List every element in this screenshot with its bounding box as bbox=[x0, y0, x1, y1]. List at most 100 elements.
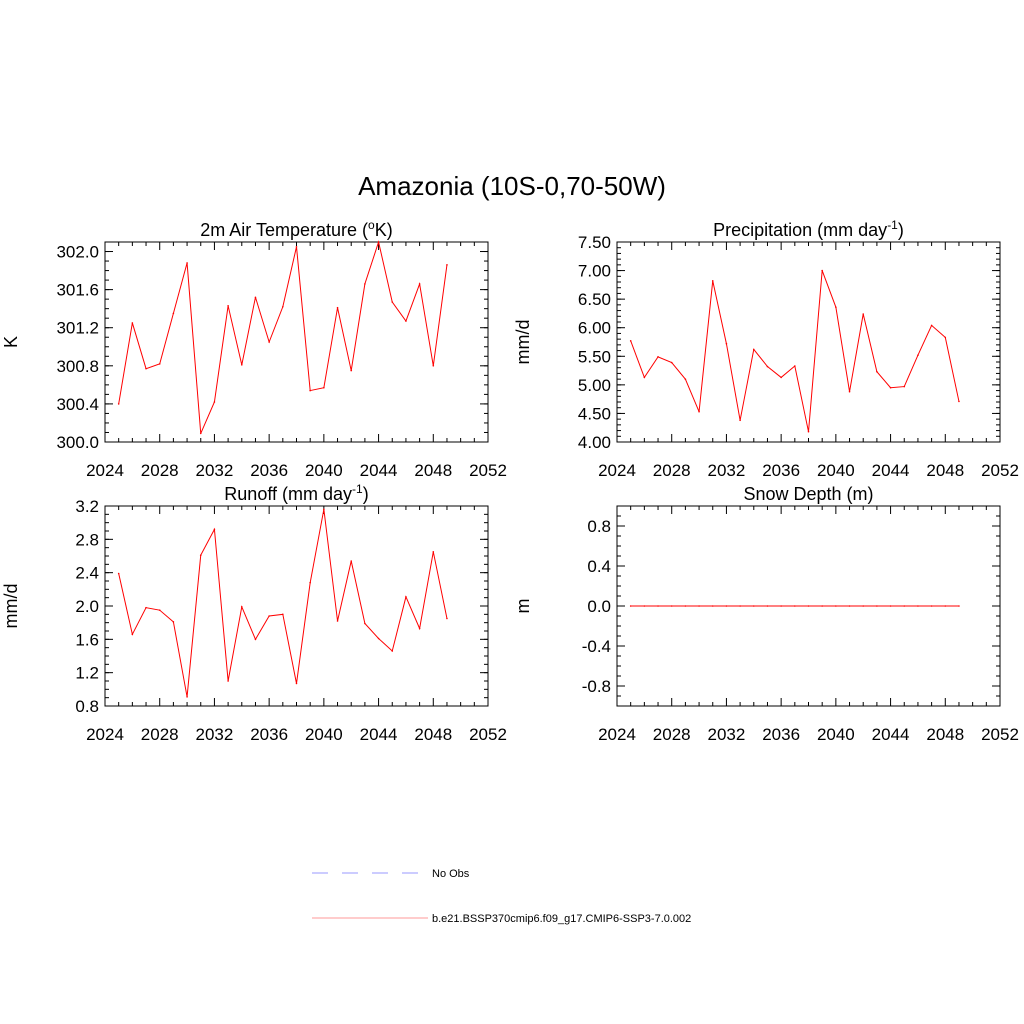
x-tick-label: 2044 bbox=[872, 725, 910, 744]
data-point bbox=[254, 638, 257, 641]
x-tick-label: 2040 bbox=[817, 725, 855, 744]
panel-snow-depth: 2024 2028 2032 2036 2040 2044 2048 2052 -0.8 -0.4… bbox=[513, 484, 1019, 744]
x-tick-label: 2036 bbox=[250, 461, 288, 480]
data-point bbox=[364, 622, 366, 625]
y-tick-label: 1.2 bbox=[75, 664, 99, 683]
data-point bbox=[835, 605, 837, 607]
x-tick-label: 2040 bbox=[305, 461, 343, 480]
y-tick-label: 3.2 bbox=[75, 497, 99, 516]
data-point bbox=[282, 613, 284, 616]
data-point bbox=[336, 620, 339, 622]
data-point bbox=[227, 680, 229, 682]
panel-title-superscript: -1 bbox=[887, 218, 898, 232]
data-point bbox=[944, 336, 947, 339]
panel-title-air-temperature: 2m Air Temperature (oK) bbox=[200, 218, 392, 240]
y-axis-label: m bbox=[513, 599, 533, 614]
data-point bbox=[117, 572, 120, 575]
x-tick-label: 2048 bbox=[926, 461, 964, 480]
data-point bbox=[377, 637, 380, 640]
data-point bbox=[780, 605, 782, 607]
data-point bbox=[903, 385, 906, 388]
y-tick-label: 300.8 bbox=[56, 357, 99, 376]
y-tick-label: 0.4 bbox=[587, 557, 611, 576]
y-tick-label: 5.00 bbox=[578, 376, 611, 395]
x-tick-label: 2024 bbox=[598, 725, 636, 744]
data-point bbox=[739, 419, 741, 422]
x-tick-label: 2052 bbox=[469, 461, 507, 480]
y-tick-label: 0.8 bbox=[75, 697, 99, 716]
panel-title-text-end: ) bbox=[363, 484, 369, 504]
data-point bbox=[794, 605, 796, 607]
data-point bbox=[821, 269, 823, 272]
data-point bbox=[254, 296, 257, 299]
data-point bbox=[835, 306, 837, 308]
data-point bbox=[903, 605, 906, 607]
panels: 2024 2028 2032 2036 2040 2044 2048 2052 300.0 300… bbox=[1, 218, 1019, 744]
x-tick-label: 2048 bbox=[414, 461, 452, 480]
panel-title-text: Precipitation (mm day bbox=[713, 220, 887, 240]
x-tick-label: 2052 bbox=[981, 725, 1019, 744]
x-tick-label: 2024 bbox=[598, 461, 636, 480]
data-point bbox=[199, 554, 202, 556]
y-tick-label: 5.50 bbox=[578, 347, 611, 366]
data-point bbox=[323, 508, 325, 511]
data-point bbox=[282, 305, 284, 308]
data-point bbox=[391, 301, 394, 303]
data-point bbox=[295, 245, 298, 248]
x-tick-label: 2028 bbox=[653, 461, 691, 480]
y-tick-label: -0.4 bbox=[582, 637, 611, 656]
y-tick-label: 301.6 bbox=[56, 281, 99, 300]
y-tick-label: 4.50 bbox=[578, 404, 611, 423]
data-point bbox=[917, 354, 919, 356]
data-point bbox=[172, 621, 175, 623]
x-tick-label: 2032 bbox=[708, 725, 746, 744]
data-point bbox=[670, 361, 673, 364]
data-point bbox=[418, 283, 421, 285]
panel-title-text: 2m Air Temperature ( bbox=[200, 220, 368, 240]
data-point bbox=[752, 605, 755, 607]
x-tick-label: 2036 bbox=[250, 725, 288, 744]
data-point bbox=[268, 341, 270, 343]
data-point bbox=[145, 367, 147, 370]
panel-title-text-end: K) bbox=[375, 220, 393, 240]
panel-title-superscript: -1 bbox=[352, 482, 363, 496]
y-tick-label: 7.50 bbox=[578, 233, 611, 252]
data-point bbox=[377, 241, 380, 243]
data-point bbox=[350, 369, 353, 372]
x-tick-label: 2028 bbox=[653, 725, 691, 744]
data-point bbox=[629, 605, 632, 607]
panel-title-text-end: ) bbox=[898, 220, 904, 240]
data-point bbox=[889, 386, 892, 389]
y-tick-label: 2.8 bbox=[75, 530, 99, 549]
data-point bbox=[117, 403, 120, 405]
data-point bbox=[711, 280, 714, 282]
data-point bbox=[821, 605, 823, 607]
data-point bbox=[958, 400, 960, 403]
data-point bbox=[657, 605, 659, 607]
y-tick-label: 2.0 bbox=[75, 597, 99, 616]
x-tick-label: 2032 bbox=[196, 461, 234, 480]
data-point bbox=[876, 605, 878, 607]
panel-title-snow-depth: Snow Depth (m) bbox=[743, 484, 873, 504]
x-tick-label: 2052 bbox=[469, 725, 507, 744]
x-tick-label: 2040 bbox=[817, 461, 855, 480]
x-tick-label: 2044 bbox=[360, 725, 398, 744]
data-point bbox=[725, 342, 728, 345]
y-tick-label: 7.00 bbox=[578, 262, 611, 281]
y-tick-label: 302.0 bbox=[56, 243, 99, 262]
x-tick-label: 2036 bbox=[762, 725, 800, 744]
data-point bbox=[213, 528, 216, 531]
data-point bbox=[350, 560, 353, 562]
legend-no-obs-label: No Obs bbox=[432, 868, 470, 880]
data-point bbox=[199, 432, 202, 435]
data-point bbox=[766, 605, 769, 607]
legend: No Obs b.e21.BSSP370cmip6.f09_g17.CMIP6-… bbox=[312, 868, 691, 925]
panel-runoff: 2024 2028 2032 2036 2040 2044 2048 2052 0.8 1.2 1.… bbox=[1, 482, 507, 744]
figure-title: Amazonia (10S-0,70-50W) bbox=[358, 171, 666, 201]
data-point bbox=[405, 596, 407, 598]
x-tick-label: 2024 bbox=[86, 725, 124, 744]
panel-title-text: Snow Depth (m) bbox=[743, 484, 873, 504]
data-point bbox=[670, 605, 673, 607]
data-point bbox=[698, 410, 700, 413]
data-point bbox=[643, 376, 646, 379]
